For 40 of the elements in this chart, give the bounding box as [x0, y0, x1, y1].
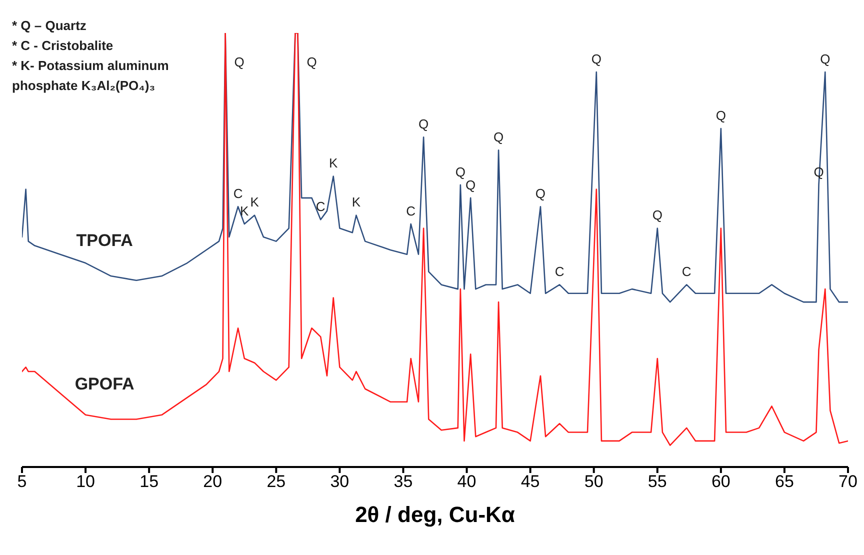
x-tick-label: 45 — [520, 472, 540, 492]
annotation: K — [352, 194, 361, 210]
x-tick-label: 5 — [17, 472, 27, 492]
annotation: Q — [591, 52, 602, 66]
x-tick-label: 40 — [457, 472, 476, 492]
x-tick-label: 65 — [775, 472, 794, 492]
annotation: Q — [306, 54, 317, 70]
annotation: * K- Potassium aluminum phosphate K₃Al₂(PO₄)₃ — [12, 57, 170, 95]
annotation: * C - Cristobalite — [12, 37, 114, 55]
annotation: * Q – Quartz — [12, 17, 88, 35]
annotation: Q — [535, 186, 546, 202]
x-tick-label: 15 — [140, 472, 159, 492]
annotation: Q — [652, 208, 662, 223]
x-tick-label: 70 — [838, 472, 858, 492]
x-tick-label: 50 — [584, 472, 604, 492]
annotation: Q — [418, 116, 429, 132]
annotation: C — [406, 203, 416, 218]
annotation: C — [316, 199, 326, 214]
x-tick-label: 55 — [648, 472, 667, 492]
annotation: C — [233, 186, 243, 202]
series-label: TPOFA — [76, 231, 133, 250]
annotation: Q — [234, 54, 244, 70]
x-tick-label: 35 — [394, 472, 413, 492]
annotation: K — [250, 194, 260, 210]
annotation: Q — [466, 177, 476, 192]
annotation: Q — [820, 52, 830, 66]
x-tick-label: 20 — [203, 472, 222, 492]
annotation: C — [554, 264, 564, 280]
x-axis-title: 2θ / deg, Cu-Kα — [355, 502, 516, 527]
annotation: K — [240, 203, 250, 218]
series-label: GPOFA — [74, 374, 134, 394]
x-tick-label: 25 — [266, 472, 286, 492]
annotation: K — [329, 156, 338, 171]
x-tick-label: 30 — [330, 472, 350, 492]
x-tick-label: 10 — [76, 472, 95, 492]
annotation: Q — [716, 108, 726, 123]
annotation: C — [682, 264, 692, 280]
annotation: Q — [493, 130, 504, 145]
annotation: Q — [455, 164, 466, 180]
x-tick-label: 60 — [711, 472, 730, 492]
